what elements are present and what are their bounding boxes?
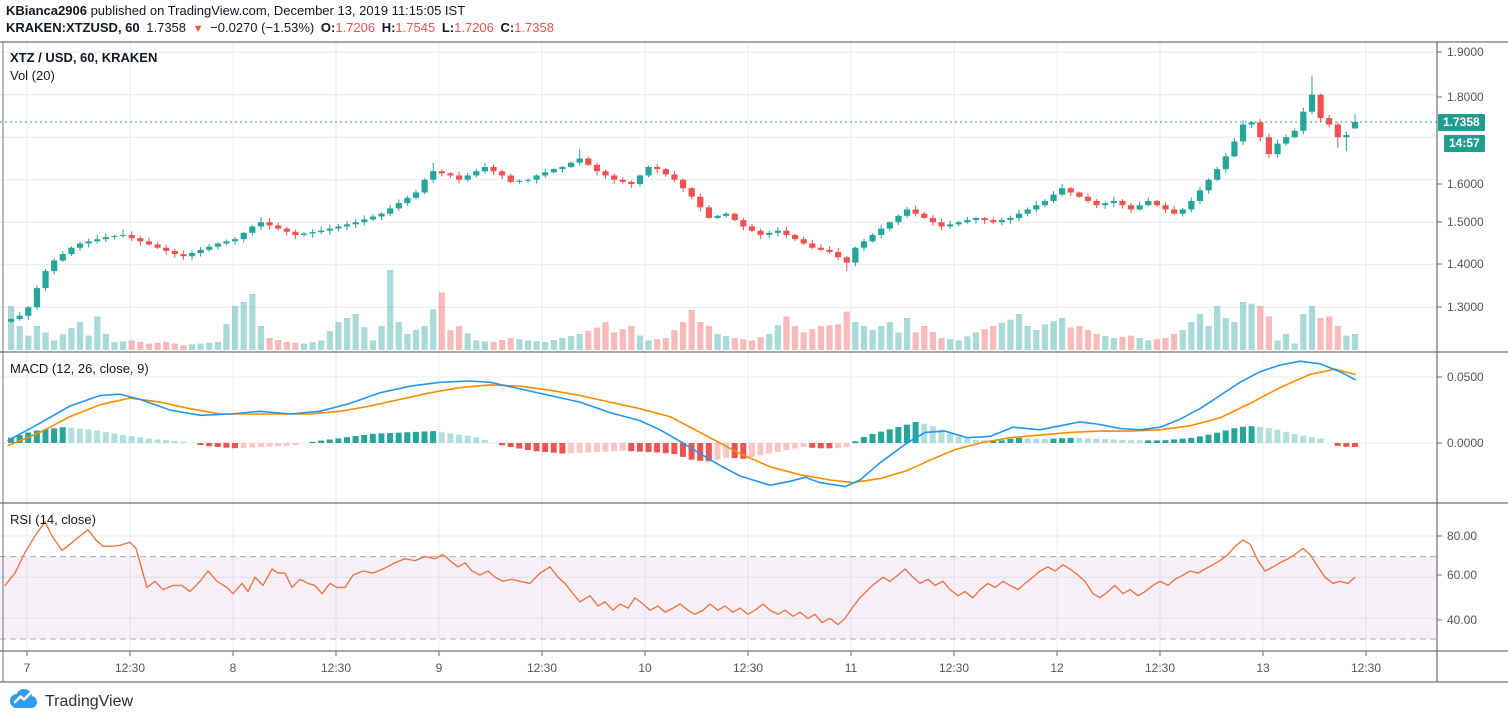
time-tick-label: 10: [638, 661, 652, 675]
username: KBianca2906: [6, 3, 87, 18]
symbol-status-line: KRAKEN:XTZUSD, 60 1.7358 ▼ −0.0270 (−1.5…: [6, 19, 557, 38]
time-tick-label: 12:30: [321, 661, 351, 675]
rsi-tick-label: 40.00: [1447, 613, 1477, 627]
volume-series: [8, 270, 1359, 350]
symbol-interval: KRAKEN:XTZUSD, 60: [6, 20, 140, 35]
time-tick-label: 7: [24, 661, 31, 675]
brand-name[interactable]: TradingView: [45, 692, 134, 710]
publish-info: published on TradingView.com, December 1…: [86, 3, 466, 18]
price-tick-label: 1.5000: [1447, 215, 1484, 229]
close-label: C:: [500, 20, 515, 35]
close-value: 1.7358: [514, 20, 554, 35]
tradingview-logo-icon[interactable]: [8, 687, 38, 716]
open-value: 1.7206: [335, 20, 376, 35]
time-tick-label: 12:30: [733, 661, 763, 675]
time-tick-label: 12:30: [115, 661, 145, 675]
macd-lines: [7, 360, 1356, 488]
price-axis[interactable]: 1.9000 1.8000 1.6000 1.5000 1.4000 1.3000 0.05…: [1437, 45, 1484, 627]
time-tick-label: 8: [230, 661, 237, 675]
low-value: 1.7206: [454, 20, 494, 35]
time-tick-label: 12:30: [1351, 661, 1381, 675]
time-tick-label: 13: [1256, 661, 1270, 675]
publication-header: KBianca2906 published on TradingView.com…: [6, 2, 557, 38]
price-tick-label: 1.9000: [1447, 45, 1484, 59]
candlestick-series: [8, 75, 1359, 324]
rsi-line: [4, 520, 1356, 626]
rsi-overbought-oversold-band: [0, 556, 1437, 640]
low-label: L:: [441, 20, 455, 35]
macd-tick-label: 0.0500: [1447, 370, 1484, 384]
price-tick-label: 1.8000: [1447, 90, 1484, 104]
time-tick-label: 12:30: [939, 661, 969, 675]
panel-separators: [0, 41, 1508, 683]
high-value: 1.7545: [395, 20, 436, 35]
down-triangle-icon: ▼: [192, 23, 204, 35]
high-label: H:: [381, 20, 396, 35]
bar-countdown-badge: 14:57: [1444, 135, 1485, 152]
time-tick-label: 12:30: [1145, 661, 1175, 675]
last-price-badge: 1.7358: [1438, 114, 1485, 131]
time-axis[interactable]: 7 12:30 8 12:30 9 12:30 10 12:30 11 12:30 12 12:30 1…: [24, 651, 1382, 675]
price-tick-label: 1.3000: [1447, 300, 1484, 314]
footer-branding: TradingView: [8, 687, 133, 716]
rsi-tick-label: 60.00: [1447, 568, 1477, 582]
macd-tick-label: 0.0000: [1447, 436, 1484, 450]
rsi-tick-label: 80.00: [1447, 529, 1477, 543]
price-change: −0.0270 (−1.53%): [210, 20, 315, 35]
time-tick-label: 12:30: [527, 661, 557, 675]
open-label: O:: [320, 20, 336, 35]
publication-line: KBianca2906 published on TradingView.com…: [6, 2, 557, 19]
price-tick-label: 1.6000: [1447, 177, 1484, 191]
time-tick-label: 9: [436, 661, 443, 675]
macd-histogram: [8, 422, 1358, 462]
time-tick-label: 11: [845, 661, 858, 675]
price-tick-label: 1.4000: [1447, 257, 1484, 271]
time-tick-label: 12: [1050, 661, 1064, 675]
last-price: 1.7358: [146, 20, 187, 35]
